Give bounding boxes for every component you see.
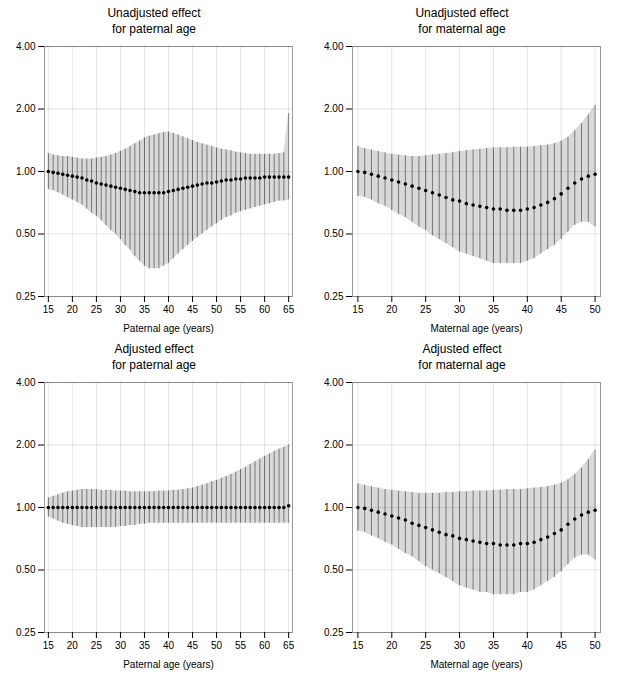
- svg-text:60: 60: [259, 304, 271, 315]
- svg-text:20: 20: [67, 640, 79, 651]
- svg-text:15: 15: [352, 640, 364, 651]
- svg-text:25: 25: [91, 640, 103, 651]
- svg-text:35: 35: [488, 640, 500, 651]
- svg-text:50: 50: [590, 640, 602, 651]
- svg-text:20: 20: [386, 304, 398, 315]
- svg-text:Maternal age (years): Maternal age (years): [430, 659, 522, 670]
- svg-text:0.50: 0.50: [16, 228, 36, 239]
- svg-text:0.25: 0.25: [324, 627, 344, 638]
- svg-text:2.00: 2.00: [324, 103, 344, 114]
- svg-text:55: 55: [235, 304, 247, 315]
- svg-text:25: 25: [420, 640, 432, 651]
- svg-text:35: 35: [139, 304, 151, 315]
- svg-text:65: 65: [283, 640, 295, 651]
- svg-text:20: 20: [67, 304, 79, 315]
- svg-text:15: 15: [352, 304, 364, 315]
- svg-text:2.00: 2.00: [324, 439, 344, 450]
- svg-text:40: 40: [522, 304, 534, 315]
- svg-text:1.00: 1.00: [16, 502, 36, 513]
- svg-text:0.25: 0.25: [16, 627, 36, 638]
- html-text:Adjusted effect for maternal a: Adjusted effect for maternal age: [418, 342, 506, 372]
- svg-text:15: 15: [43, 640, 55, 651]
- svg-text:20: 20: [386, 640, 398, 651]
- svg-text:40: 40: [163, 304, 175, 315]
- svg-text:15: 15: [43, 304, 55, 315]
- svg-text:55: 55: [235, 640, 247, 651]
- html-text:Adjusted effect for paternal a: Adjusted effect for paternal age: [112, 342, 196, 372]
- svg-text:40: 40: [163, 640, 175, 651]
- svg-text:50: 50: [211, 304, 223, 315]
- svg-text:40: 40: [522, 640, 534, 651]
- svg-text:1.00: 1.00: [324, 166, 344, 177]
- svg-text:45: 45: [556, 640, 568, 651]
- svg-text:45: 45: [187, 640, 199, 651]
- svg-text:0.50: 0.50: [324, 564, 344, 575]
- svg-text:4.00: 4.00: [324, 377, 344, 388]
- svg-text:30: 30: [115, 304, 127, 315]
- svg-text:35: 35: [139, 640, 151, 651]
- svg-text:50: 50: [211, 640, 223, 651]
- svg-text:30: 30: [454, 304, 466, 315]
- svg-text:65: 65: [283, 304, 295, 315]
- svg-text:Paternal age (years): Paternal age (years): [123, 659, 214, 670]
- svg-text:0.50: 0.50: [16, 564, 36, 575]
- svg-text:35: 35: [488, 304, 500, 315]
- svg-text:50: 50: [590, 304, 602, 315]
- svg-text:0.25: 0.25: [16, 291, 36, 302]
- svg-text:45: 45: [187, 304, 199, 315]
- svg-text:Maternal age (years): Maternal age (years): [430, 323, 522, 334]
- svg-text:4.00: 4.00: [16, 377, 36, 388]
- svg-text:1.00: 1.00: [324, 502, 344, 513]
- svg-text:4.00: 4.00: [324, 41, 344, 52]
- svg-text:4.00: 4.00: [16, 41, 36, 52]
- svg-text:25: 25: [91, 304, 103, 315]
- svg-text:0.50: 0.50: [324, 228, 344, 239]
- svg-text:Paternal age (years): Paternal age (years): [123, 323, 214, 334]
- svg-text:30: 30: [115, 640, 127, 651]
- html-text:Unadjusted effect for maternal: Unadjusted effect for maternal age: [415, 6, 509, 36]
- svg-text:60: 60: [259, 640, 271, 651]
- html-text:Unadjusted effect for paternal: Unadjusted effect for paternal age: [107, 6, 201, 36]
- svg-text:1.00: 1.00: [16, 166, 36, 177]
- svg-text:2.00: 2.00: [16, 103, 36, 114]
- svg-text:30: 30: [454, 640, 466, 651]
- svg-text:25: 25: [420, 304, 432, 315]
- svg-text:0.25: 0.25: [324, 291, 344, 302]
- svg-text:45: 45: [556, 304, 568, 315]
- svg-text:2.00: 2.00: [16, 439, 36, 450]
